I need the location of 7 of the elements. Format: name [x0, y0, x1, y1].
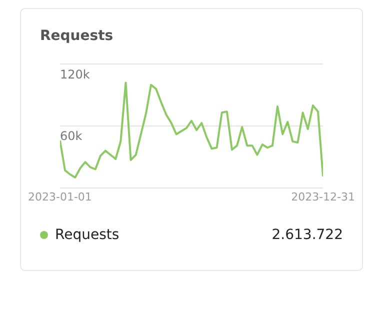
x-tick-label: 2023-01-01 — [28, 190, 92, 204]
x-tick-label: 2023-12-31 — [291, 190, 356, 204]
chart-title: Requests — [40, 28, 114, 44]
legend-label: Requests — [55, 227, 120, 243]
y-tick-label: 60k — [60, 129, 82, 144]
y-tick-label: 120k — [60, 67, 90, 82]
text: 2.613.722 — [272, 227, 343, 243]
